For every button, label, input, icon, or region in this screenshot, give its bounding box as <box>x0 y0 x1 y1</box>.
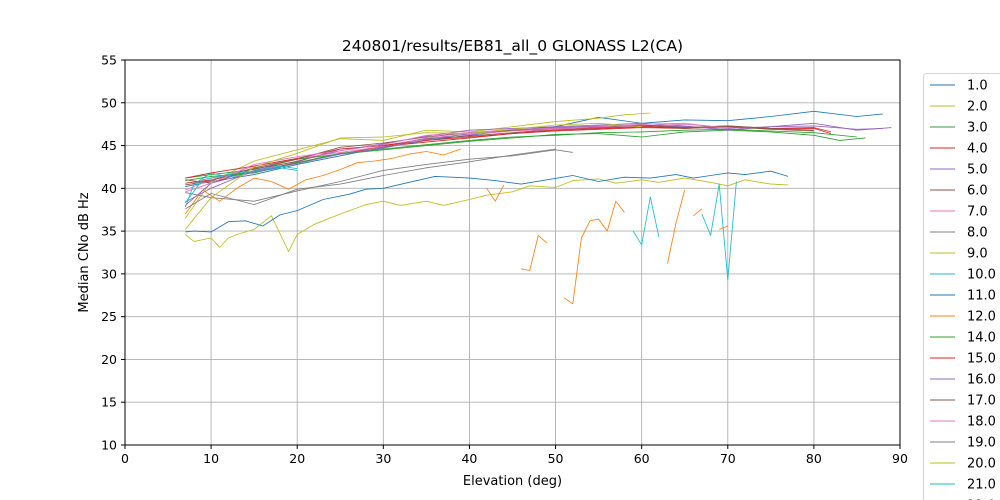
series-line-12.0 <box>563 200 625 305</box>
legend-label: 11.0 <box>967 289 996 304</box>
legend-label: 22.0 <box>967 499 996 500</box>
legend-label: 4.0 <box>967 142 988 157</box>
y-axis-label: Median CNo dB Hz <box>77 192 92 312</box>
series-line-12.0 <box>667 189 686 264</box>
series-line-15.0 <box>185 125 832 179</box>
series-line-4.0 <box>185 126 832 184</box>
series-line-12.0 <box>521 234 548 271</box>
x-tick-label: 10 <box>203 451 219 466</box>
series-line-10.0 <box>184 167 298 208</box>
series-line-12.0 <box>486 184 505 202</box>
legend-label: 15.0 <box>967 352 996 367</box>
x-axis-ticks: 0 10 20 30 40 50 60 70 80 90 <box>121 445 908 466</box>
legend-label: 18.0 <box>967 415 996 430</box>
legend-label: 8.0 <box>967 226 988 241</box>
legend-box <box>923 73 1000 500</box>
legend-label: 19.0 <box>967 436 996 451</box>
legend-label: 16.0 <box>967 373 996 388</box>
series-line-18.0 <box>185 122 728 193</box>
y-tick-label: 25 <box>101 309 117 324</box>
x-tick-label: 50 <box>548 451 564 466</box>
y-tick-label: 40 <box>101 181 117 196</box>
legend-label: 21.0 <box>967 478 996 493</box>
legend-label: 5.0 <box>967 163 988 178</box>
series-layer <box>184 110 892 305</box>
legend-label: 10.0 <box>967 268 996 283</box>
legend-label: 3.0 <box>967 121 988 136</box>
series-line-21.0 <box>184 165 298 204</box>
y-tick-label: 45 <box>101 138 117 153</box>
series-line-10.0 <box>632 196 660 246</box>
legend-label: 7.0 <box>967 205 988 220</box>
series-line-10.0 <box>701 181 737 281</box>
series-line-2.0 <box>184 112 651 219</box>
series-line-16.0 <box>185 124 883 206</box>
y-tick-label: 20 <box>101 352 117 367</box>
legend-label: 12.0 <box>967 310 996 325</box>
series-line-19.0 <box>185 148 556 210</box>
x-tick-label: 60 <box>634 451 650 466</box>
grid <box>124 59 901 446</box>
x-tick-label: 90 <box>892 451 908 466</box>
y-tick-label: 35 <box>101 224 117 239</box>
x-tick-label: 70 <box>720 451 736 466</box>
x-tick-label: 0 <box>121 451 129 466</box>
series-line-12.0 <box>719 225 728 230</box>
legend: 1.0 2.0 3.0 4.0 5.0 6.0 7.0 8.0 9.0 10.0 11.0 12.0 1… <box>923 73 1000 500</box>
x-axis-label: Elevation (deg) <box>463 474 562 489</box>
legend-label: 17.0 <box>967 394 996 409</box>
series-line-12.0 <box>184 148 461 215</box>
plot-frame <box>124 59 901 446</box>
legend-label: 20.0 <box>967 457 996 472</box>
legend-label: 14.0 <box>967 331 996 346</box>
series-line-8.0 <box>185 149 573 202</box>
series-line-11.0 <box>185 170 789 233</box>
x-tick-label: 20 <box>289 451 305 466</box>
y-axis-ticks: 10 15 20 25 30 35 40 45 50 55 <box>101 53 125 453</box>
series-line-9.0 <box>185 177 789 253</box>
y-tick-label: 50 <box>101 95 117 110</box>
chart-title: 240801/results/EB81_all_0 GLONASS L2(CA) <box>342 37 683 56</box>
legend-label: 2.0 <box>967 100 988 115</box>
legend-label: 9.0 <box>967 247 988 262</box>
series-line-12.0 <box>693 208 703 217</box>
legend-label: 1.0 <box>967 79 988 94</box>
y-tick-label: 30 <box>101 266 117 281</box>
x-tick-label: 40 <box>461 451 477 466</box>
y-tick-label: 10 <box>101 438 117 453</box>
legend-label: 6.0 <box>967 184 988 199</box>
y-tick-label: 15 <box>101 395 117 410</box>
series-line-1.0 <box>185 110 883 188</box>
x-tick-label: 80 <box>806 451 822 466</box>
x-tick-label: 30 <box>375 451 391 466</box>
y-tick-label: 55 <box>101 53 117 68</box>
